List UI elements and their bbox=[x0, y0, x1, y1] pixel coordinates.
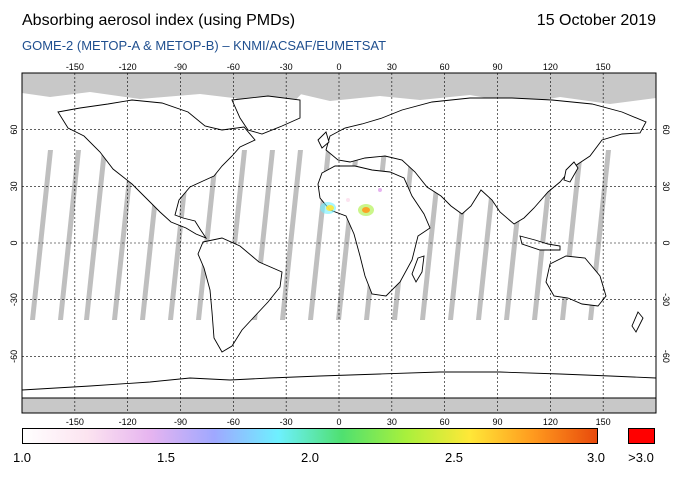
lon-tick-top--60: -60 bbox=[227, 62, 240, 72]
orbit-gap-stripe bbox=[532, 150, 555, 320]
map-title: Absorbing aerosol index (using PMDs) bbox=[22, 12, 296, 29]
orbit-gap-stripe bbox=[112, 150, 135, 320]
lon-tick-bottom--30: -30 bbox=[280, 417, 293, 427]
orbit-gap-stripe bbox=[84, 150, 107, 320]
lon-tick-bottom-150: 150 bbox=[596, 417, 611, 427]
map-subtitle: GOME-2 (METOP-A & METOP-B) – KNMI/ACSAF/… bbox=[22, 38, 387, 53]
lon-tick-bottom--60: -60 bbox=[227, 417, 240, 427]
lon-tick-top-120: 120 bbox=[543, 62, 558, 72]
lat-tick-left-0: 0 bbox=[9, 240, 19, 245]
lon-tick-top--90: -90 bbox=[174, 62, 187, 72]
lon-tick-top--30: -30 bbox=[280, 62, 293, 72]
lat-ticks-right: 60 30 0 -30 -60 bbox=[661, 125, 671, 363]
orbit-gap-stripe bbox=[280, 150, 303, 320]
orbit-gap-stripe bbox=[196, 150, 219, 320]
lat-tick-right-0: 0 bbox=[661, 240, 671, 245]
colorbar-label-3: 2.0 bbox=[300, 450, 320, 465]
lon-tick-bottom--120: -120 bbox=[119, 417, 137, 427]
lon-tick-top-150: 150 bbox=[596, 62, 611, 72]
map-date: 15 October 2019 bbox=[536, 12, 656, 29]
lon-tick-bottom-30: 30 bbox=[387, 417, 397, 427]
lon-tick-bottom--150: -150 bbox=[66, 417, 84, 427]
colorbar-label-5: 3.0 bbox=[586, 450, 606, 465]
lon-tick-bottom-90: 90 bbox=[492, 417, 502, 427]
colorbar-label-1: 1.0 bbox=[12, 450, 32, 465]
lon-tick-top-90: 90 bbox=[492, 62, 502, 72]
lon-tick-bottom-0: 0 bbox=[336, 417, 341, 427]
lat-tick-right--30: -30 bbox=[661, 293, 671, 306]
lat-tick-right--60: -60 bbox=[661, 350, 671, 363]
lon-tick-top-30: 30 bbox=[387, 62, 397, 72]
colorbar-label-4: 2.5 bbox=[444, 450, 464, 465]
colorbar-label-2: 1.5 bbox=[156, 450, 176, 465]
lon-tick-bottom-120: 120 bbox=[543, 417, 558, 427]
lat-tick-right-30: 30 bbox=[661, 181, 671, 191]
lon-tick-bottom-60: 60 bbox=[440, 417, 450, 427]
lon-tick-bottom--90: -90 bbox=[174, 417, 187, 427]
lon-tick-top-60: 60 bbox=[440, 62, 450, 72]
lon-tick-top--150: -150 bbox=[66, 62, 84, 72]
lon-ticks-top: -150 -120 -90 -60 -30 0 30 60 90 120 150 bbox=[66, 62, 611, 72]
map-frame bbox=[21, 72, 657, 414]
lat-tick-left--60: -60 bbox=[9, 350, 19, 363]
lat-tick-left--30: -30 bbox=[9, 293, 19, 306]
lat-ticks-left: 60 30 0 -30 -60 bbox=[9, 125, 19, 363]
orbit-gap-stripe bbox=[58, 150, 81, 320]
lat-tick-right-60: 60 bbox=[661, 125, 671, 135]
lat-tick-left-30: 30 bbox=[9, 181, 19, 191]
lat-tick-left-60: 60 bbox=[9, 125, 19, 135]
colorbar bbox=[22, 428, 598, 444]
graticule bbox=[22, 73, 656, 413]
aerosol-plume bbox=[320, 188, 382, 216]
colorbar-over-swatch bbox=[628, 428, 655, 444]
lon-tick-top-0: 0 bbox=[336, 62, 341, 72]
orbit-gap-stripe bbox=[30, 150, 53, 320]
lon-ticks-bottom: -150 -120 -90 -60 -30 0 30 60 90 120 150 bbox=[66, 417, 611, 427]
colorbar-over-label: >3.0 bbox=[628, 450, 654, 465]
lon-tick-top--120: -120 bbox=[119, 62, 137, 72]
